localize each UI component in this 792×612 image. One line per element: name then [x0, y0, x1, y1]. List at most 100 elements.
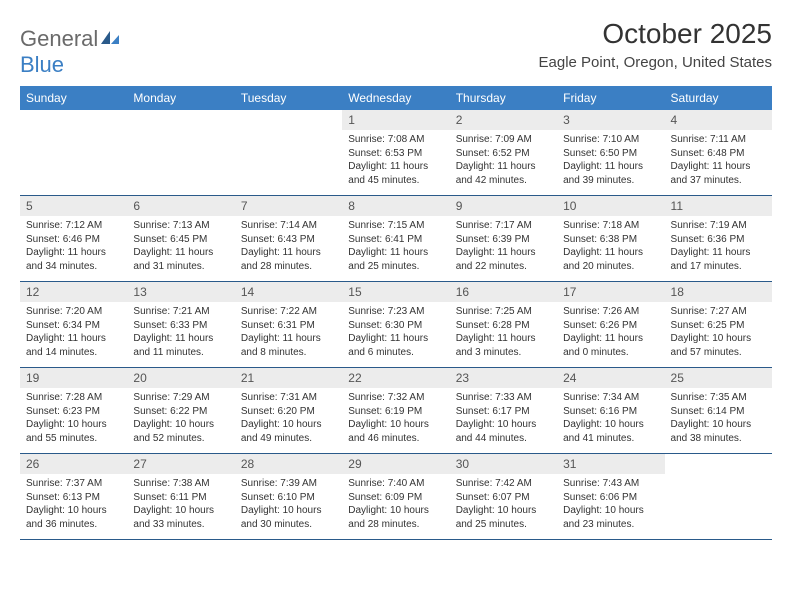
- day-body: Sunrise: 7:23 AMSunset: 6:30 PMDaylight:…: [342, 302, 449, 367]
- day-number: 15: [342, 282, 449, 302]
- day-cell: 24Sunrise: 7:34 AMSunset: 6:16 PMDayligh…: [557, 368, 664, 454]
- day-body: Sunrise: 7:42 AMSunset: 6:07 PMDaylight:…: [450, 474, 557, 539]
- empty-cell: [20, 110, 127, 196]
- day-body: Sunrise: 7:12 AMSunset: 6:46 PMDaylight:…: [20, 216, 127, 281]
- day-cell: 25Sunrise: 7:35 AMSunset: 6:14 PMDayligh…: [665, 368, 772, 454]
- day-number: [665, 454, 772, 474]
- day-number: 4: [665, 110, 772, 130]
- day-line: Sunrise: 7:29 AM: [133, 391, 228, 405]
- day-line: Sunrise: 7:21 AM: [133, 305, 228, 319]
- day-line: Sunrise: 7:26 AM: [563, 305, 658, 319]
- day-line: Daylight: 10 hours and 25 minutes.: [456, 504, 551, 531]
- day-body: [127, 130, 234, 186]
- week-row: 26Sunrise: 7:37 AMSunset: 6:13 PMDayligh…: [20, 454, 772, 540]
- day-line: Sunset: 6:28 PM: [456, 319, 551, 333]
- day-number: 30: [450, 454, 557, 474]
- day-body: Sunrise: 7:11 AMSunset: 6:48 PMDaylight:…: [665, 130, 772, 195]
- title-block: October 2025 Eagle Point, Oregon, United…: [539, 18, 772, 71]
- day-cell: 11Sunrise: 7:19 AMSunset: 6:36 PMDayligh…: [665, 196, 772, 282]
- day-line: Sunset: 6:52 PM: [456, 147, 551, 161]
- day-line: Daylight: 11 hours and 0 minutes.: [563, 332, 658, 359]
- day-line: Daylight: 11 hours and 17 minutes.: [671, 246, 766, 273]
- day-body: Sunrise: 7:25 AMSunset: 6:28 PMDaylight:…: [450, 302, 557, 367]
- day-line: Sunrise: 7:31 AM: [241, 391, 336, 405]
- day-line: Sunrise: 7:35 AM: [671, 391, 766, 405]
- day-line: Sunset: 6:07 PM: [456, 491, 551, 505]
- day-header-wednesday: Wednesday: [342, 86, 449, 110]
- day-line: Daylight: 11 hours and 39 minutes.: [563, 160, 658, 187]
- day-line: Sunrise: 7:43 AM: [563, 477, 658, 491]
- week-row: 12Sunrise: 7:20 AMSunset: 6:34 PMDayligh…: [20, 282, 772, 368]
- day-line: Sunrise: 7:34 AM: [563, 391, 658, 405]
- logo: GeneralBlue: [20, 18, 120, 78]
- day-body: Sunrise: 7:35 AMSunset: 6:14 PMDaylight:…: [665, 388, 772, 453]
- day-line: Sunrise: 7:15 AM: [348, 219, 443, 233]
- day-line: Sunset: 6:22 PM: [133, 405, 228, 419]
- day-number: 9: [450, 196, 557, 216]
- day-line: Sunrise: 7:39 AM: [241, 477, 336, 491]
- day-body: Sunrise: 7:33 AMSunset: 6:17 PMDaylight:…: [450, 388, 557, 453]
- day-header-monday: Monday: [127, 86, 234, 110]
- day-cell: 3Sunrise: 7:10 AMSunset: 6:50 PMDaylight…: [557, 110, 664, 196]
- day-header-friday: Friday: [557, 86, 664, 110]
- day-body: Sunrise: 7:22 AMSunset: 6:31 PMDaylight:…: [235, 302, 342, 367]
- day-line: Sunset: 6:48 PM: [671, 147, 766, 161]
- day-line: Daylight: 11 hours and 8 minutes.: [241, 332, 336, 359]
- day-line: Sunset: 6:09 PM: [348, 491, 443, 505]
- day-body: Sunrise: 7:27 AMSunset: 6:25 PMDaylight:…: [665, 302, 772, 367]
- day-line: Sunset: 6:10 PM: [241, 491, 336, 505]
- day-number: 22: [342, 368, 449, 388]
- day-line: Sunset: 6:41 PM: [348, 233, 443, 247]
- day-line: Sunrise: 7:10 AM: [563, 133, 658, 147]
- day-cell: 10Sunrise: 7:18 AMSunset: 6:38 PMDayligh…: [557, 196, 664, 282]
- day-line: Daylight: 10 hours and 55 minutes.: [26, 418, 121, 445]
- day-number: 13: [127, 282, 234, 302]
- day-line: Sunrise: 7:40 AM: [348, 477, 443, 491]
- day-body: Sunrise: 7:26 AMSunset: 6:26 PMDaylight:…: [557, 302, 664, 367]
- day-number: [20, 110, 127, 130]
- day-body: Sunrise: 7:32 AMSunset: 6:19 PMDaylight:…: [342, 388, 449, 453]
- day-body: Sunrise: 7:29 AMSunset: 6:22 PMDaylight:…: [127, 388, 234, 453]
- day-line: Sunset: 6:23 PM: [26, 405, 121, 419]
- day-body: Sunrise: 7:09 AMSunset: 6:52 PMDaylight:…: [450, 130, 557, 195]
- day-number: 12: [20, 282, 127, 302]
- day-line: Sunrise: 7:13 AM: [133, 219, 228, 233]
- day-line: Sunrise: 7:09 AM: [456, 133, 551, 147]
- day-number: 17: [557, 282, 664, 302]
- day-cell: 9Sunrise: 7:17 AMSunset: 6:39 PMDaylight…: [450, 196, 557, 282]
- day-line: Sunset: 6:30 PM: [348, 319, 443, 333]
- day-cell: 13Sunrise: 7:21 AMSunset: 6:33 PMDayligh…: [127, 282, 234, 368]
- day-line: Sunset: 6:34 PM: [26, 319, 121, 333]
- day-cell: 30Sunrise: 7:42 AMSunset: 6:07 PMDayligh…: [450, 454, 557, 540]
- day-body: [235, 130, 342, 186]
- day-line: Sunset: 6:46 PM: [26, 233, 121, 247]
- empty-cell: [127, 110, 234, 196]
- day-line: Daylight: 10 hours and 33 minutes.: [133, 504, 228, 531]
- day-line: Daylight: 10 hours and 46 minutes.: [348, 418, 443, 445]
- day-cell: 31Sunrise: 7:43 AMSunset: 6:06 PMDayligh…: [557, 454, 664, 540]
- day-line: Sunrise: 7:33 AM: [456, 391, 551, 405]
- day-line: Sunrise: 7:25 AM: [456, 305, 551, 319]
- day-line: Daylight: 11 hours and 25 minutes.: [348, 246, 443, 273]
- day-body: Sunrise: 7:38 AMSunset: 6:11 PMDaylight:…: [127, 474, 234, 539]
- day-line: Sunset: 6:36 PM: [671, 233, 766, 247]
- day-body: Sunrise: 7:43 AMSunset: 6:06 PMDaylight:…: [557, 474, 664, 539]
- day-line: Sunset: 6:13 PM: [26, 491, 121, 505]
- day-number: 10: [557, 196, 664, 216]
- day-line: Daylight: 10 hours and 38 minutes.: [671, 418, 766, 445]
- day-line: Daylight: 10 hours and 44 minutes.: [456, 418, 551, 445]
- day-line: Sunrise: 7:17 AM: [456, 219, 551, 233]
- day-cell: 22Sunrise: 7:32 AMSunset: 6:19 PMDayligh…: [342, 368, 449, 454]
- day-body: Sunrise: 7:15 AMSunset: 6:41 PMDaylight:…: [342, 216, 449, 281]
- day-cell: 5Sunrise: 7:12 AMSunset: 6:46 PMDaylight…: [20, 196, 127, 282]
- day-number: 11: [665, 196, 772, 216]
- day-line: Sunset: 6:19 PM: [348, 405, 443, 419]
- day-cell: 2Sunrise: 7:09 AMSunset: 6:52 PMDaylight…: [450, 110, 557, 196]
- day-line: Sunset: 6:20 PM: [241, 405, 336, 419]
- week-row: 19Sunrise: 7:28 AMSunset: 6:23 PMDayligh…: [20, 368, 772, 454]
- day-line: Sunset: 6:25 PM: [671, 319, 766, 333]
- day-line: Sunrise: 7:20 AM: [26, 305, 121, 319]
- day-line: Daylight: 10 hours and 49 minutes.: [241, 418, 336, 445]
- day-body: Sunrise: 7:20 AMSunset: 6:34 PMDaylight:…: [20, 302, 127, 367]
- day-body: Sunrise: 7:28 AMSunset: 6:23 PMDaylight:…: [20, 388, 127, 453]
